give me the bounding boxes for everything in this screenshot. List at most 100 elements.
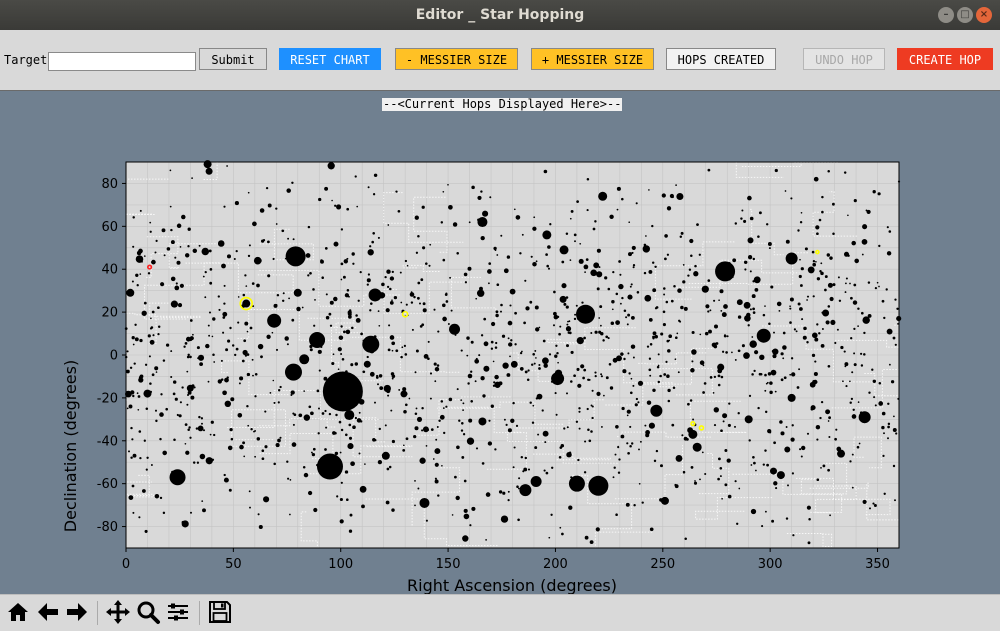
star-point [338,420,342,424]
star-point [450,309,453,312]
star-point [542,339,546,343]
star-point [229,326,232,330]
star-point [187,353,190,357]
star-point [519,252,522,255]
constellation-boundary [654,241,735,300]
star-point [626,409,631,414]
star-point [690,254,693,258]
star-point [286,188,291,193]
star-point [172,380,177,384]
constellation-boundary [853,436,882,469]
star-point [463,479,467,483]
star-point [148,355,151,358]
star-point [555,344,558,347]
star-point [553,311,557,316]
star-point [379,386,384,390]
save-icon[interactable] [207,599,233,625]
star-point [417,281,421,285]
star-point [748,439,751,442]
maximize-icon[interactable]: □ [957,7,973,23]
star-point [618,260,621,263]
star-point [782,331,786,335]
star-point [204,296,207,299]
star-point [145,407,149,411]
star-point [494,374,499,380]
star-point [798,368,801,371]
star-point [460,429,464,432]
minimize-icon[interactable]: – [938,7,954,23]
star-point [707,168,711,172]
y-tick-label: -80 [97,520,118,535]
constellation-boundary [402,264,440,272]
star-point [303,472,309,478]
create-hop-button[interactable]: CREATE HOP [897,48,993,70]
star-point [860,364,864,367]
home-icon[interactable] [5,599,31,625]
zoom-icon[interactable] [135,599,161,625]
undo-hop-button[interactable]: UNDO HOP [803,48,885,70]
forward-icon[interactable] [64,599,90,625]
star-point [847,254,850,257]
star-point [509,288,516,295]
star-point [812,260,816,263]
star-point [829,514,831,517]
back-icon[interactable] [35,599,61,625]
star-point [887,402,890,406]
reset-chart-button[interactable]: RESET CHART [279,48,381,70]
star-point [824,275,828,279]
star-point [752,311,756,314]
star-point [154,493,160,499]
star-point [462,402,465,405]
bright-object [542,230,552,240]
star-point [152,334,155,337]
bright-object [284,363,302,381]
star-point [324,409,327,413]
star-point [488,262,492,265]
close-icon[interactable]: × [976,7,992,23]
star-point [767,428,772,434]
star-point [542,357,549,365]
star-point [626,323,629,326]
star-point [663,287,666,290]
star-point [463,513,470,520]
star-point [560,444,565,448]
star-point [767,372,772,376]
star-point [847,214,849,217]
star-point [259,208,265,213]
pan-icon[interactable] [105,599,131,625]
star-point [150,317,152,320]
star-point [608,363,612,366]
hops-created-button[interactable]: HOPS CREATED [666,48,776,70]
star-point [809,381,816,388]
star-point [815,424,821,430]
star-point [463,508,468,513]
star-chart[interactable]: 0 50 100 150 200 250 300 350 -80 -60 -40 -20 0 20 40 60… [0,91,1000,595]
star-point [477,195,482,200]
star-point [826,253,830,257]
target-input[interactable] [48,52,196,71]
star-point [385,500,390,505]
star-point [231,344,235,347]
star-point [782,345,787,350]
star-point [437,494,440,497]
star-point [566,451,572,458]
submit-button[interactable]: Submit [199,48,267,70]
star-point [454,475,457,479]
star-point [312,288,315,291]
decrease-messier-size-button[interactable]: - MESSIER SIZE [395,48,518,70]
star-point [134,323,137,326]
star-point [871,368,874,371]
star-point [349,513,353,517]
configure-subplots-icon[interactable] [165,599,191,625]
star-point [475,447,479,450]
star-point [699,360,705,365]
star-point [513,446,516,449]
star-point [728,402,731,405]
star-point [269,392,272,394]
star-point [281,229,285,233]
increase-messier-size-button[interactable]: + MESSIER SIZE [531,48,654,70]
bright-object [559,245,569,255]
bright-object [660,496,669,505]
star-point [682,263,685,266]
star-point [395,349,399,353]
